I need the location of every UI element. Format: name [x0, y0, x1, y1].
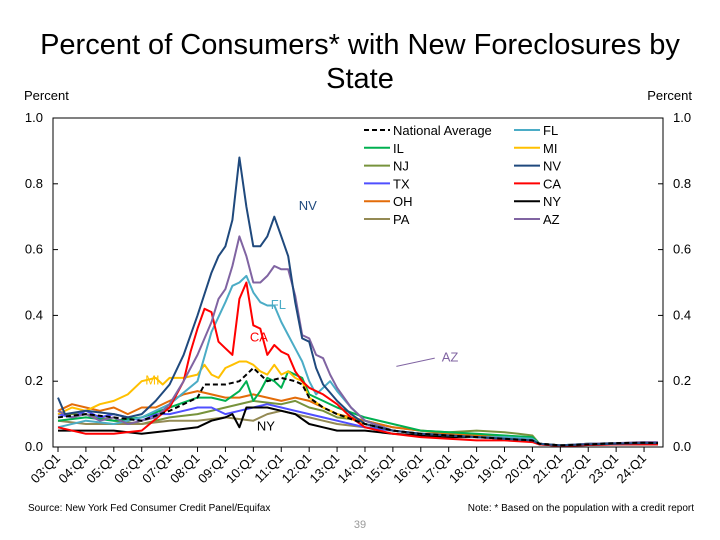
x-tick-label: 19:Q1	[474, 451, 510, 487]
series-line-nv	[57, 156, 658, 447]
x-tick-label: 12:Q1	[279, 451, 315, 487]
page-number: 39	[353, 519, 367, 531]
x-tick-label: 04:Q1	[55, 451, 91, 487]
series-line-ca	[57, 281, 658, 447]
y-tick-label-right: 0.6	[673, 242, 691, 257]
y-tick-label-left: 0.8	[25, 176, 43, 191]
legend-label-national-average: National Average	[393, 123, 492, 138]
x-tick-label: 17:Q1	[418, 451, 454, 487]
footnote: Note: * Based on the population with a c…	[467, 503, 694, 514]
legend-label-nj: NJ	[393, 159, 409, 174]
annotation-fl: FL	[271, 297, 286, 312]
right-axis-label: Percent	[647, 88, 692, 103]
chart-title-line-1: Percent of Consumers* with New Foreclosu…	[40, 29, 680, 61]
y-tick-label-right: 0.8	[673, 176, 691, 191]
source-note: Source: New York Fed Consumer Credit Pan…	[28, 503, 271, 514]
annotation-nv: NV	[299, 198, 317, 213]
annotation-pointer-az	[396, 357, 435, 367]
x-tick-label: 07:Q1	[139, 451, 175, 487]
x-tick-label: 05:Q1	[83, 451, 119, 487]
y-tick-label-left: 0.4	[25, 307, 43, 322]
legend-label-pa: PA	[393, 212, 410, 227]
series-annotations: NV FL CA MI NY AZ	[145, 198, 458, 433]
x-tick-label: 14:Q1	[334, 451, 370, 487]
annotation-ca: CA	[250, 330, 268, 345]
y-tick-label-right: 1.0	[673, 110, 691, 125]
x-tick-label: 15:Q1	[362, 451, 398, 487]
x-tick-label: 24:Q1	[614, 451, 650, 487]
plot-frame	[52, 117, 664, 448]
legend-label-tx: TX	[393, 176, 410, 191]
x-tick-label: 20:Q1	[502, 451, 538, 487]
x-tick-label: 23:Q1	[586, 451, 622, 487]
annotation-az: AZ	[442, 349, 459, 364]
y-tick-label-right: 0.2	[673, 373, 691, 388]
y-tick-label-left: 0.6	[25, 242, 43, 257]
annotation-mi: MI	[145, 372, 159, 387]
x-tick-label: 22:Q1	[558, 451, 594, 487]
annotation-ny: NY	[257, 419, 275, 434]
x-tick-label: 11:Q1	[251, 451, 286, 486]
series-lines	[57, 156, 659, 447]
legend-label-nv: NV	[543, 159, 561, 174]
y-tick-label-right: 0.4	[673, 307, 691, 322]
legend-label-oh: OH	[393, 194, 413, 209]
legend-label-fl: FL	[543, 123, 558, 138]
x-tick-label: 03:Q1	[27, 451, 63, 487]
y-tick-label-right: 0.0	[673, 439, 691, 454]
x-tick-label: 21:Q1	[530, 451, 566, 487]
chart-legend: National Average FL IL MI NJ NV TX CA OH NY PA AZ	[364, 123, 561, 227]
series-line-fl	[57, 274, 659, 447]
chart-title-line-2: State	[326, 63, 394, 95]
y-tick-label-left: 1.0	[25, 110, 43, 125]
y-tick-label-left: 0.0	[25, 439, 43, 454]
legend-label-ny: NY	[543, 194, 561, 209]
x-tick-label: 09:Q1	[195, 451, 231, 487]
series-line-national-average	[57, 367, 659, 447]
x-tick-label: 10:Q1	[223, 451, 259, 487]
x-tick-label: 08:Q1	[167, 451, 203, 487]
x-tick-label: 13:Q1	[307, 451, 343, 487]
x-tick-label: 16:Q1	[390, 451, 426, 487]
x-tick-label: 18:Q1	[446, 451, 482, 487]
chart-title: Percent of Consumers* with New Foreclosu…	[0, 28, 720, 96]
x-tick-label: 06:Q1	[111, 451, 147, 487]
left-axis-label: Percent	[24, 88, 69, 103]
y-tick-label-left: 0.2	[25, 373, 43, 388]
legend-label-az: AZ	[543, 212, 560, 227]
legend-label-mi: MI	[543, 141, 557, 156]
legend-label-il: IL	[393, 141, 404, 156]
legend-label-ca: CA	[543, 176, 561, 191]
